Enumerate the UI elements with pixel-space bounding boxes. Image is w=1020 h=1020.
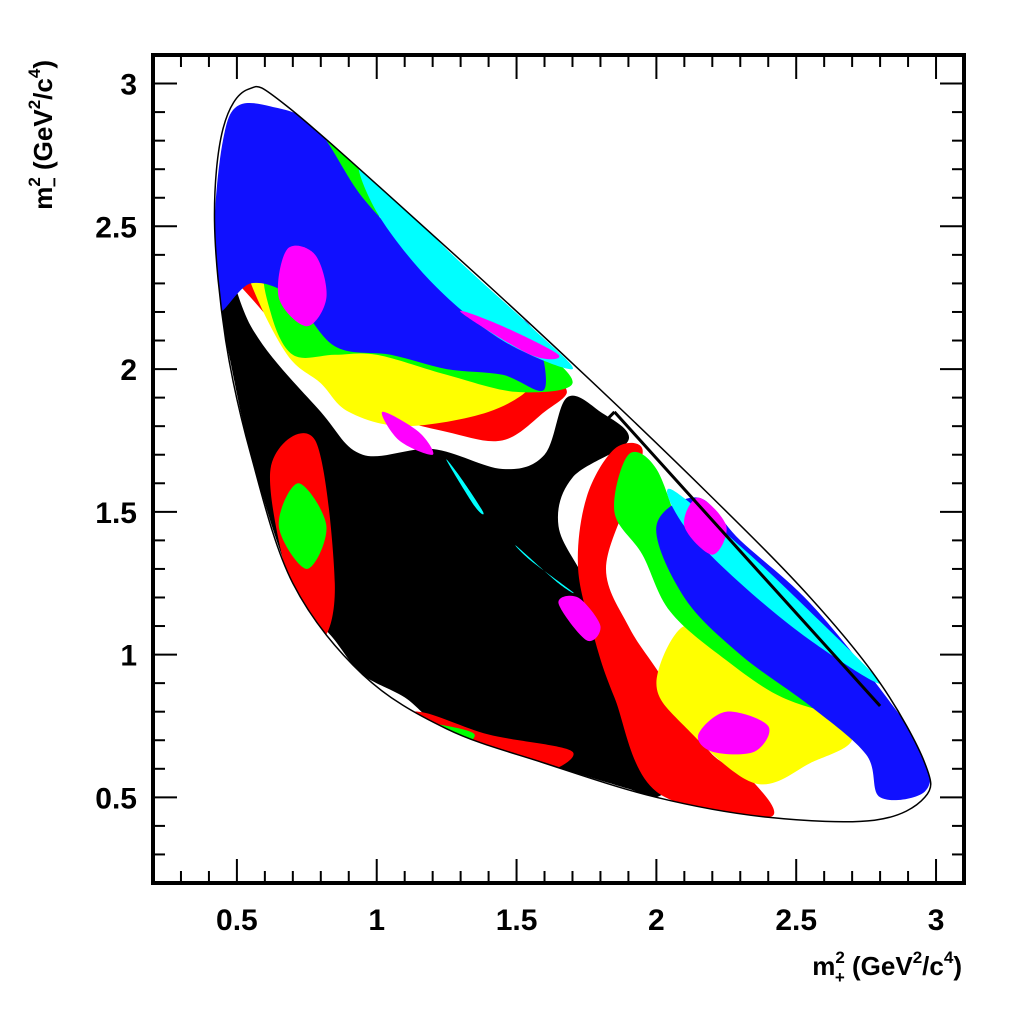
divider-lines	[361, 410, 882, 707]
x-tick-label: 0.5	[216, 904, 258, 937]
axis-tick-labels: 0.5 1 1.5 2 2.5 3 0.5 1 1.5 2 2.5 3	[95, 69, 944, 937]
region-black-0	[214, 220, 685, 799]
region-magenta-20	[460, 310, 560, 360]
region-magenta-19	[277, 245, 327, 327]
plot-frame	[151, 53, 966, 885]
region-cyan-16	[446, 459, 484, 515]
y-tick-label: 2	[120, 354, 137, 387]
region-magenta-24	[683, 497, 727, 555]
x-tick-label: 3	[928, 904, 945, 937]
region-magenta-22	[697, 711, 770, 755]
x-tick-label: 1	[368, 904, 385, 937]
axis-ticks	[152, 54, 965, 884]
y-axis-title: m2− (GeV2/c4)	[25, 60, 64, 210]
region-blue-12	[656, 497, 931, 801]
y-tick-label: 0.5	[95, 782, 137, 815]
x-tick-label: 2.5	[775, 904, 817, 937]
x-tick-label: 1.5	[496, 904, 538, 937]
y-tick-label: 2.5	[95, 211, 137, 244]
y-tick-label: 1	[120, 640, 137, 673]
y-tick-label: 3	[120, 69, 137, 102]
x-axis-title: m2 + (GeV2/c4)	[812, 948, 962, 987]
region-cyan-17	[515, 545, 574, 594]
divider-line-0	[361, 410, 616, 670]
kinematic-boundary	[213, 85, 932, 823]
region-green-8	[278, 483, 327, 569]
region-magenta-23	[558, 595, 601, 642]
divider-line-1	[613, 410, 882, 707]
x-tick-label: 2	[648, 904, 665, 937]
region-magenta-21	[381, 411, 434, 455]
region-blue-11	[214, 103, 546, 391]
y-tick-label: 1.5	[95, 497, 137, 530]
region-red-4	[577, 442, 775, 818]
